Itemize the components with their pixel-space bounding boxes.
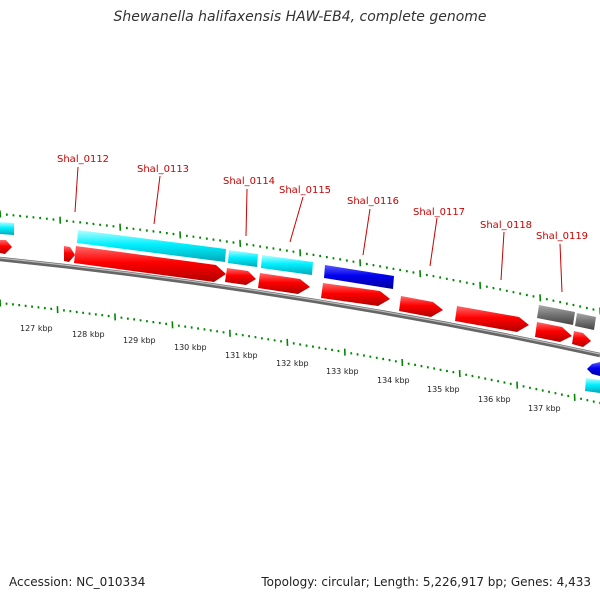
kbp-label: 129 kbp (123, 336, 156, 345)
inner-tick-ring (0, 299, 600, 405)
cds-arrow-shal-0118[interactable] (455, 306, 529, 332)
cds-arrow-shal-0119[interactable] (535, 322, 572, 342)
accession-label: Accession: NC_010334 (9, 575, 146, 589)
gene-label[interactable]: Shal_0113 (137, 164, 189, 175)
gene-label[interactable]: Shal_0112 (57, 154, 109, 165)
rna-feature-right[interactable] (585, 378, 600, 393)
kbp-label: 137 kbp (528, 404, 561, 413)
gene-label[interactable]: Shal_0114 (223, 176, 275, 187)
kbp-label: 136 kbp (478, 395, 511, 404)
rna-feature-shal-0115[interactable] (261, 255, 313, 275)
kbp-label: 135 kbp (427, 385, 460, 394)
gene-label[interactable]: Shal_0116 (347, 196, 399, 207)
gene-leader-lines (74, 166, 563, 293)
cds-arrow-shal-0117[interactable] (399, 296, 443, 317)
cds-arrow-right[interactable] (572, 331, 591, 347)
gene-label[interactable]: Shal_0117 (413, 207, 465, 218)
inner-strand-features (0, 240, 600, 376)
gene-label[interactable]: Shal_0118 (480, 220, 532, 231)
kbp-label: 133 kbp (326, 367, 359, 376)
genome-backbone (0, 256, 600, 358)
pseudo-feature-shal-0119b[interactable] (575, 313, 596, 330)
cds-arrow-small[interactable] (64, 246, 75, 262)
kbp-scale-labels: 127 kbp 128 kbp 129 kbp 130 kbp 131 kbp 132 k… (20, 324, 561, 413)
kbp-label: 132 kbp (276, 359, 309, 368)
kbp-label: 127 kbp (20, 324, 53, 333)
cds-arrow-shal-0115[interactable] (258, 273, 310, 294)
rna-feature-shal-0114[interactable] (228, 250, 258, 267)
rna-feature-shal-0113[interactable] (77, 230, 226, 262)
kbp-label: 130 kbp (174, 343, 207, 352)
other-feature-shal-0116[interactable] (324, 265, 394, 289)
kbp-label: 128 kbp (72, 330, 105, 339)
kbp-label: 134 kbp (377, 376, 410, 385)
outer-tick-ring (0, 210, 600, 315)
topology-label: Topology: circular; Length: 5,226,917 bp… (261, 575, 591, 589)
pseudo-feature-shal-0119a[interactable] (537, 305, 575, 325)
kbp-label: 131 kbp (225, 351, 258, 360)
cds-arrow-shal-0114[interactable] (225, 268, 256, 285)
other-arrow-right[interactable] (587, 362, 600, 376)
outer-strand-features (0, 222, 600, 393)
cds-arrow-left[interactable] (0, 240, 12, 254)
genome-title: Shewanella halifaxensis HAW-EB4, complet… (113, 9, 487, 25)
rna-feature[interactable] (0, 222, 14, 235)
gene-labels: Shal_0112 Shal_0113 Shal_0114 Shal_0115 … (57, 154, 588, 242)
cds-arrow-shal-0113[interactable] (74, 246, 226, 282)
gene-label[interactable]: Shal_0115 (279, 185, 331, 196)
gene-label[interactable]: Shal_0119 (536, 231, 588, 242)
cds-arrow-shal-0116[interactable] (321, 283, 390, 306)
